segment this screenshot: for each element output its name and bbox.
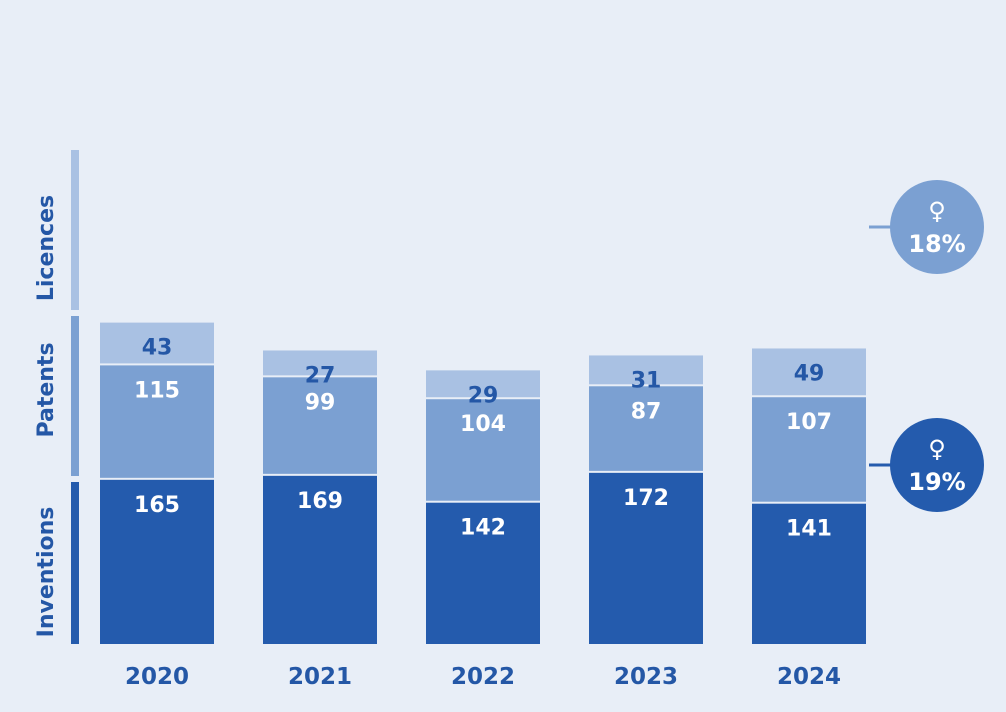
bar-patents-2024 bbox=[752, 397, 866, 502]
legend-bar-licences bbox=[71, 150, 79, 310]
value-label-inventions-2023: 172 bbox=[623, 486, 669, 511]
bar-inventions-2022 bbox=[426, 502, 540, 644]
legend-label-licences: Licences bbox=[34, 195, 59, 301]
bar-inventions-2024 bbox=[752, 503, 866, 644]
value-label-patents-2021: 99 bbox=[305, 390, 336, 415]
bar-licences-2021 bbox=[263, 350, 377, 376]
value-label-licences-2021: 27 bbox=[305, 363, 336, 388]
legend-bar-patents bbox=[71, 316, 79, 476]
value-label-patents-2022: 104 bbox=[460, 412, 506, 437]
value-label-patents-2023: 87 bbox=[631, 399, 662, 424]
bar-licences-2023 bbox=[589, 355, 703, 385]
value-label-patents-2020: 115 bbox=[134, 378, 180, 403]
value-label-inventions-2020: 165 bbox=[134, 493, 180, 518]
bar-inventions-2020 bbox=[100, 479, 214, 644]
bar-inventions-2021 bbox=[263, 475, 377, 644]
legend: Licences Patents Inventions bbox=[34, 150, 79, 644]
value-label-licences-2024: 49 bbox=[794, 361, 825, 386]
badge-patents-circle bbox=[890, 180, 984, 274]
bar-licences-2022 bbox=[426, 370, 540, 398]
legend-bar-inventions bbox=[71, 482, 79, 644]
value-label-patents-2024: 107 bbox=[786, 410, 832, 435]
x-tick-label-2020: 2020 bbox=[125, 664, 189, 690]
badge-inventions-value: 19% bbox=[908, 468, 965, 496]
x-tick-label-2022: 2022 bbox=[451, 664, 515, 690]
female-symbol-icon: ♀ bbox=[928, 435, 946, 463]
bar-patents-2023 bbox=[589, 386, 703, 471]
x-axis-labels: 2020 2021 2022 2023 2024 bbox=[125, 664, 841, 690]
bar-patents-2020 bbox=[100, 365, 214, 478]
bar-patents-2022 bbox=[426, 399, 540, 501]
badge-inventions: ♀ 19% bbox=[869, 418, 984, 512]
value-label-inventions-2024: 141 bbox=[786, 517, 832, 542]
legend-label-inventions: Inventions bbox=[34, 507, 59, 638]
bar-licences-2024 bbox=[752, 348, 866, 396]
x-tick-label-2024: 2024 bbox=[777, 664, 841, 690]
value-label-inventions-2021: 169 bbox=[297, 489, 343, 514]
value-label-licences-2020: 43 bbox=[142, 336, 173, 361]
female-symbol-icon: ♀ bbox=[928, 197, 946, 225]
value-label-inventions-2022: 142 bbox=[460, 516, 506, 541]
bar-patents-2021 bbox=[263, 377, 377, 474]
bar-inventions-2023 bbox=[589, 472, 703, 644]
badge-patents-value: 18% bbox=[908, 230, 965, 258]
value-label-licences-2023: 31 bbox=[631, 368, 662, 393]
value-label-licences-2022: 29 bbox=[468, 383, 499, 408]
badge-patents: ♀ 18% bbox=[869, 180, 984, 274]
bar-licences-2020 bbox=[100, 322, 214, 364]
legend-label-patents: Patents bbox=[34, 342, 59, 437]
badge-inventions-circle bbox=[890, 418, 984, 512]
x-tick-label-2021: 2021 bbox=[288, 664, 352, 690]
bars-group bbox=[100, 322, 866, 644]
x-tick-label-2023: 2023 bbox=[614, 664, 678, 690]
